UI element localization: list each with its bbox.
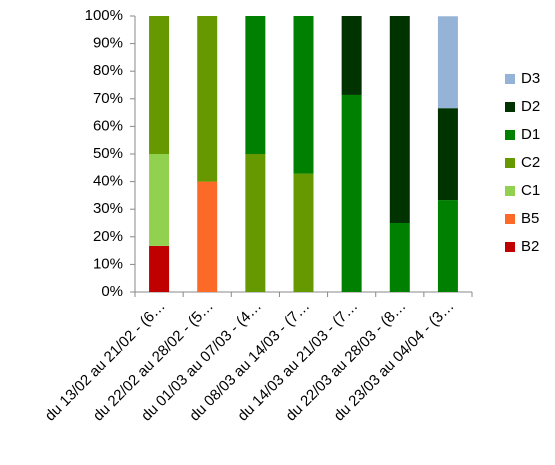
y-tick-label: 50% bbox=[93, 145, 123, 162]
legend-label: D1 bbox=[521, 126, 540, 143]
y-tick-label: 30% bbox=[93, 200, 123, 217]
legend-swatch bbox=[505, 74, 515, 84]
bar-segment bbox=[197, 181, 218, 292]
y-tick-label: 60% bbox=[93, 117, 123, 134]
legend-label: B2 bbox=[521, 238, 539, 255]
y-tick-label: 80% bbox=[93, 62, 123, 79]
legend-swatch bbox=[505, 186, 515, 196]
bar-segment bbox=[149, 16, 170, 154]
y-tick-label: 70% bbox=[93, 90, 123, 107]
y-tick-label: 10% bbox=[93, 255, 123, 272]
legend-swatch bbox=[505, 214, 515, 224]
bar-segment bbox=[389, 16, 410, 223]
legend-label: D3 bbox=[521, 70, 540, 87]
legend-label: C2 bbox=[521, 154, 540, 171]
bar-segment bbox=[341, 16, 362, 95]
legend-label: B5 bbox=[521, 210, 539, 227]
legend-label: D2 bbox=[521, 98, 540, 115]
bar-segment bbox=[197, 16, 218, 182]
legend-label: C1 bbox=[521, 182, 540, 199]
bar-segment bbox=[389, 223, 410, 292]
y-tick-label: 100% bbox=[85, 7, 123, 24]
bar-segment bbox=[149, 154, 170, 246]
legend-swatch bbox=[505, 130, 515, 140]
y-tick-label: 90% bbox=[93, 35, 123, 52]
bar-segment bbox=[293, 173, 314, 292]
bar-segment bbox=[437, 16, 458, 109]
y-tick-label: 40% bbox=[93, 173, 123, 190]
bar-segment bbox=[149, 245, 170, 292]
legend-swatch bbox=[505, 102, 515, 112]
bar-segment bbox=[437, 108, 458, 201]
y-tick-label: 0% bbox=[101, 283, 123, 300]
bar-segment bbox=[293, 16, 314, 174]
legend-swatch bbox=[505, 242, 515, 252]
legend-swatch bbox=[505, 158, 515, 168]
bar-segment bbox=[341, 94, 362, 292]
bar-segment bbox=[437, 200, 458, 292]
bar-segment bbox=[245, 16, 266, 154]
y-tick-label: 20% bbox=[93, 228, 123, 245]
bar-segment bbox=[245, 154, 266, 292]
